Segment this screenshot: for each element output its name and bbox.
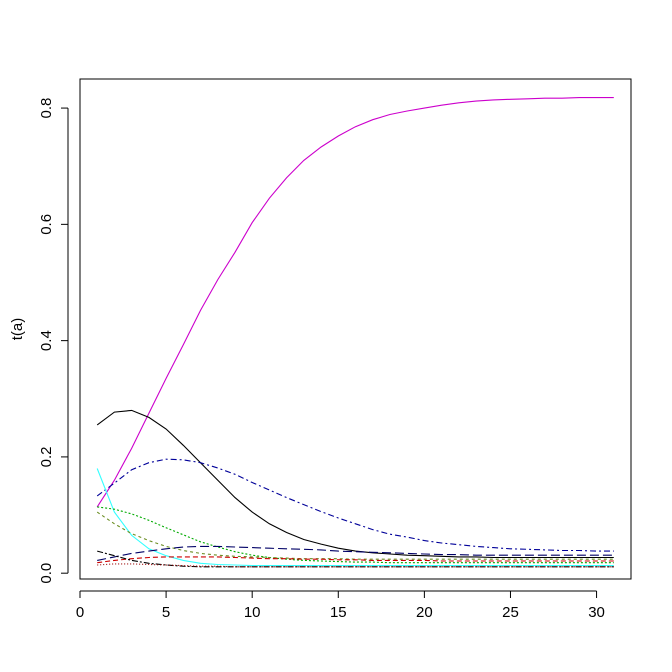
x-tick-label: 0 [76, 604, 84, 621]
y-tick-label: 0.0 [38, 563, 55, 584]
series-line-2 [96, 409, 614, 559]
series-line-6 [96, 511, 614, 560]
x-tick-label: 20 [416, 604, 433, 621]
series-layer [96, 97, 614, 568]
series-line-1 [96, 97, 614, 508]
x-tick-label: 5 [162, 604, 170, 621]
x-tick-label: 15 [330, 604, 347, 621]
series-line-4 [96, 468, 614, 567]
x-tick-label: 30 [588, 604, 605, 621]
series-line-3 [96, 458, 614, 552]
x-tick-label: 10 [244, 604, 261, 621]
series-line-8 [97, 556, 614, 564]
x-tick-label: 25 [502, 604, 519, 621]
x-axis: 0 5 10 15 20 25 30 [76, 590, 605, 621]
y-tick-label: 0.6 [38, 214, 55, 235]
series-line-7 [97, 545, 614, 561]
y-axis-label: t(a) [9, 318, 26, 341]
y-tick-label: 0.4 [38, 330, 55, 351]
y-tick-label: 0.2 [38, 446, 55, 467]
plot-frame [79, 78, 632, 580]
series-line-9 [97, 550, 614, 568]
y-axis: 0.0 0.2 0.4 0.6 0.8 [38, 98, 69, 584]
y-tick-label: 0.8 [38, 98, 55, 119]
series-line-10 [97, 563, 614, 568]
